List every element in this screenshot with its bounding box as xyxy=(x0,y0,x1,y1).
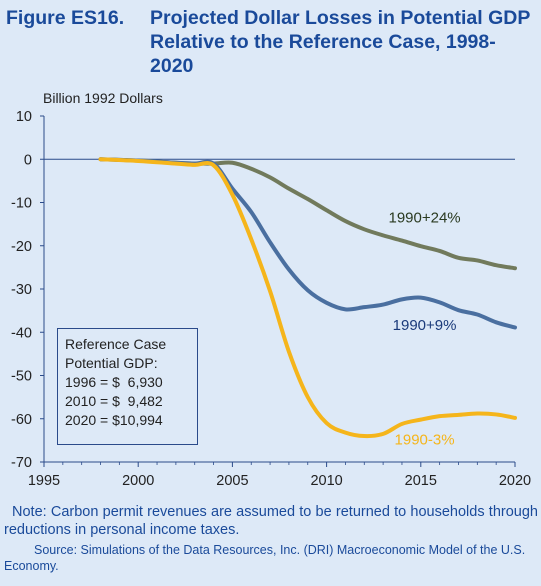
source-note: Source: Simulations of the Data Resource… xyxy=(4,542,538,574)
y-tick-label: -50 xyxy=(11,369,32,385)
reference-line: 1996 = $ 6,930 xyxy=(65,374,163,390)
y-axis-unit-label: Billion 1992 Dollars xyxy=(43,90,163,106)
y-tick-label: 10 xyxy=(16,109,32,125)
reference-line: 2020 = $10,994 xyxy=(65,412,163,428)
series-line-2 xyxy=(98,157,517,439)
x-tick-label: 2005 xyxy=(216,473,248,489)
x-tick-label: 2020 xyxy=(499,473,531,489)
x-tick-label: 1995 xyxy=(28,473,60,489)
footnote-text: Note: Carbon permit revenues are assumed… xyxy=(4,504,538,538)
y-tick-label: -20 xyxy=(11,239,32,255)
series-label: 1990+24% xyxy=(388,210,460,227)
line-chart: 10 0 -10 -20 -30 -40 -50 -60 -70 1995 2000 2005 2010… xyxy=(11,109,531,489)
y-tick-label: -70 xyxy=(11,455,32,471)
y-tick-label: 0 xyxy=(24,152,32,168)
series-line-1 xyxy=(98,157,517,330)
y-tick-label: -40 xyxy=(11,325,32,341)
reference-line: Potential GDP: xyxy=(65,355,158,371)
y-tick-label: -10 xyxy=(11,196,32,212)
x-tick-label: 2000 xyxy=(122,473,154,489)
x-tick-label: 2010 xyxy=(310,473,342,489)
figure-title-text: Projected Dollar Losses in Potential GDP… xyxy=(150,7,530,77)
y-tick-label: -60 xyxy=(11,412,32,428)
series-label: 1990-3% xyxy=(395,432,455,449)
reference-case-box: Reference Case Potential GDP: 1996 = $ 6… xyxy=(57,328,198,445)
footnote: Note: Carbon permit revenues are assumed… xyxy=(4,503,538,539)
y-tick-label: -30 xyxy=(11,282,32,298)
x-tick-label: 2015 xyxy=(405,473,437,489)
source-text: Source: Simulations of the Data Resource… xyxy=(4,543,526,573)
series-label: 1990+9% xyxy=(393,317,457,334)
reference-line: Reference Case xyxy=(65,336,167,352)
figure-label: Figure ES16. xyxy=(6,7,125,29)
reference-line: 2010 = $ 9,482 xyxy=(65,393,163,409)
